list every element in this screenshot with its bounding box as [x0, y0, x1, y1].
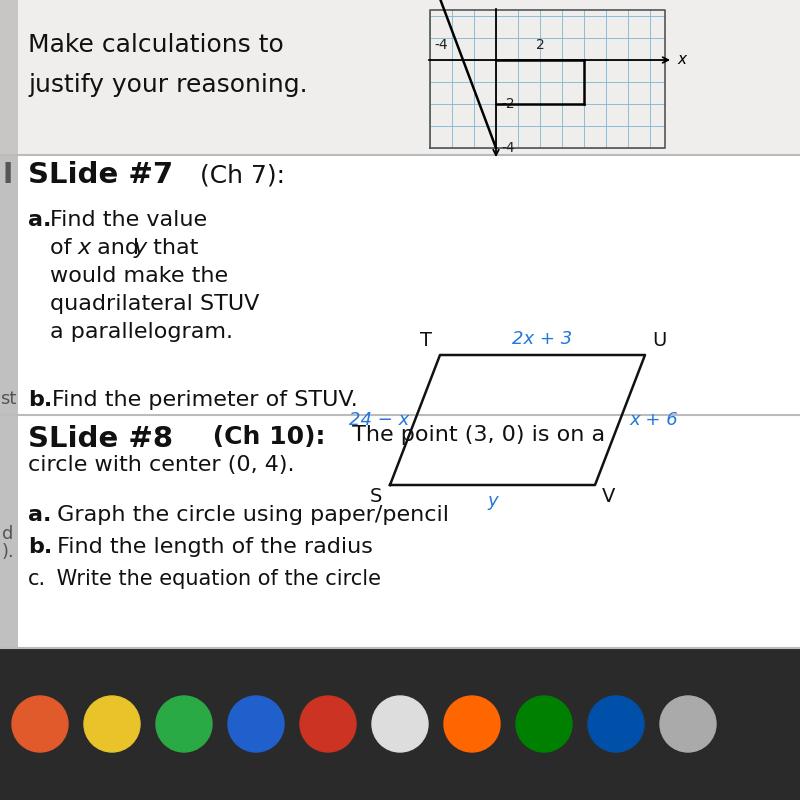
- Text: st: st: [0, 390, 16, 408]
- Circle shape: [12, 696, 68, 752]
- Text: (Ch 10):: (Ch 10):: [204, 425, 326, 449]
- Bar: [0, 0, 800, 155]
- Text: d: d: [2, 525, 14, 543]
- Bar: [0, 415, 18, 648]
- Text: Graph the circle using paper/pencil: Graph the circle using paper/pencil: [50, 505, 449, 525]
- Text: Find the perimeter of STUV.: Find the perimeter of STUV.: [52, 390, 358, 410]
- Text: x: x: [78, 238, 91, 258]
- Text: Find the length of the radius: Find the length of the radius: [50, 537, 373, 557]
- Text: x + 6: x + 6: [630, 411, 678, 429]
- Circle shape: [372, 696, 428, 752]
- Text: I: I: [3, 161, 13, 189]
- Text: 24 − x: 24 − x: [349, 411, 409, 429]
- Text: b.: b.: [28, 390, 52, 410]
- Text: x: x: [677, 53, 686, 67]
- Text: S: S: [370, 487, 382, 506]
- Circle shape: [156, 696, 212, 752]
- Text: SLide #8: SLide #8: [28, 425, 173, 453]
- Text: T: T: [420, 331, 432, 350]
- Bar: [0, 648, 800, 800]
- Text: c.: c.: [28, 569, 46, 589]
- Text: The point (3, 0) is on a: The point (3, 0) is on a: [345, 425, 605, 445]
- Text: of: of: [50, 238, 78, 258]
- Text: -4: -4: [501, 141, 514, 155]
- Text: b.: b.: [28, 537, 52, 557]
- Bar: [0, 0, 18, 155]
- Text: a.: a.: [28, 210, 51, 230]
- Bar: [0, 415, 800, 648]
- Circle shape: [228, 696, 284, 752]
- Text: and: and: [90, 238, 146, 258]
- Text: y: y: [487, 492, 498, 510]
- Circle shape: [444, 696, 500, 752]
- Text: U: U: [652, 331, 666, 350]
- Text: justify your reasoning.: justify your reasoning.: [28, 73, 308, 97]
- Text: Make calculations to: Make calculations to: [28, 33, 284, 57]
- Text: Find the value: Find the value: [50, 210, 207, 230]
- Text: 2x + 3: 2x + 3: [512, 330, 573, 348]
- Text: V: V: [602, 487, 616, 506]
- Text: 2: 2: [536, 38, 544, 52]
- Text: Write the equation of the circle: Write the equation of the circle: [50, 569, 381, 589]
- Circle shape: [84, 696, 140, 752]
- Circle shape: [300, 696, 356, 752]
- Text: a.: a.: [28, 505, 51, 525]
- Circle shape: [516, 696, 572, 752]
- Text: quadrilateral STUV: quadrilateral STUV: [50, 294, 259, 314]
- Bar: [0, 155, 18, 415]
- Bar: [0, 155, 800, 415]
- Text: a parallelogram.: a parallelogram.: [50, 322, 233, 342]
- Text: -4: -4: [434, 38, 448, 52]
- Text: ).: ).: [2, 543, 14, 561]
- Text: y: y: [134, 238, 147, 258]
- Circle shape: [588, 696, 644, 752]
- Text: SLide #7: SLide #7: [28, 161, 174, 189]
- Text: (Ch 7):: (Ch 7):: [192, 163, 285, 187]
- Text: that: that: [146, 238, 198, 258]
- Circle shape: [660, 696, 716, 752]
- Text: would make the: would make the: [50, 266, 228, 286]
- Text: -2: -2: [501, 97, 514, 111]
- Text: circle with center (0, 4).: circle with center (0, 4).: [28, 455, 294, 475]
